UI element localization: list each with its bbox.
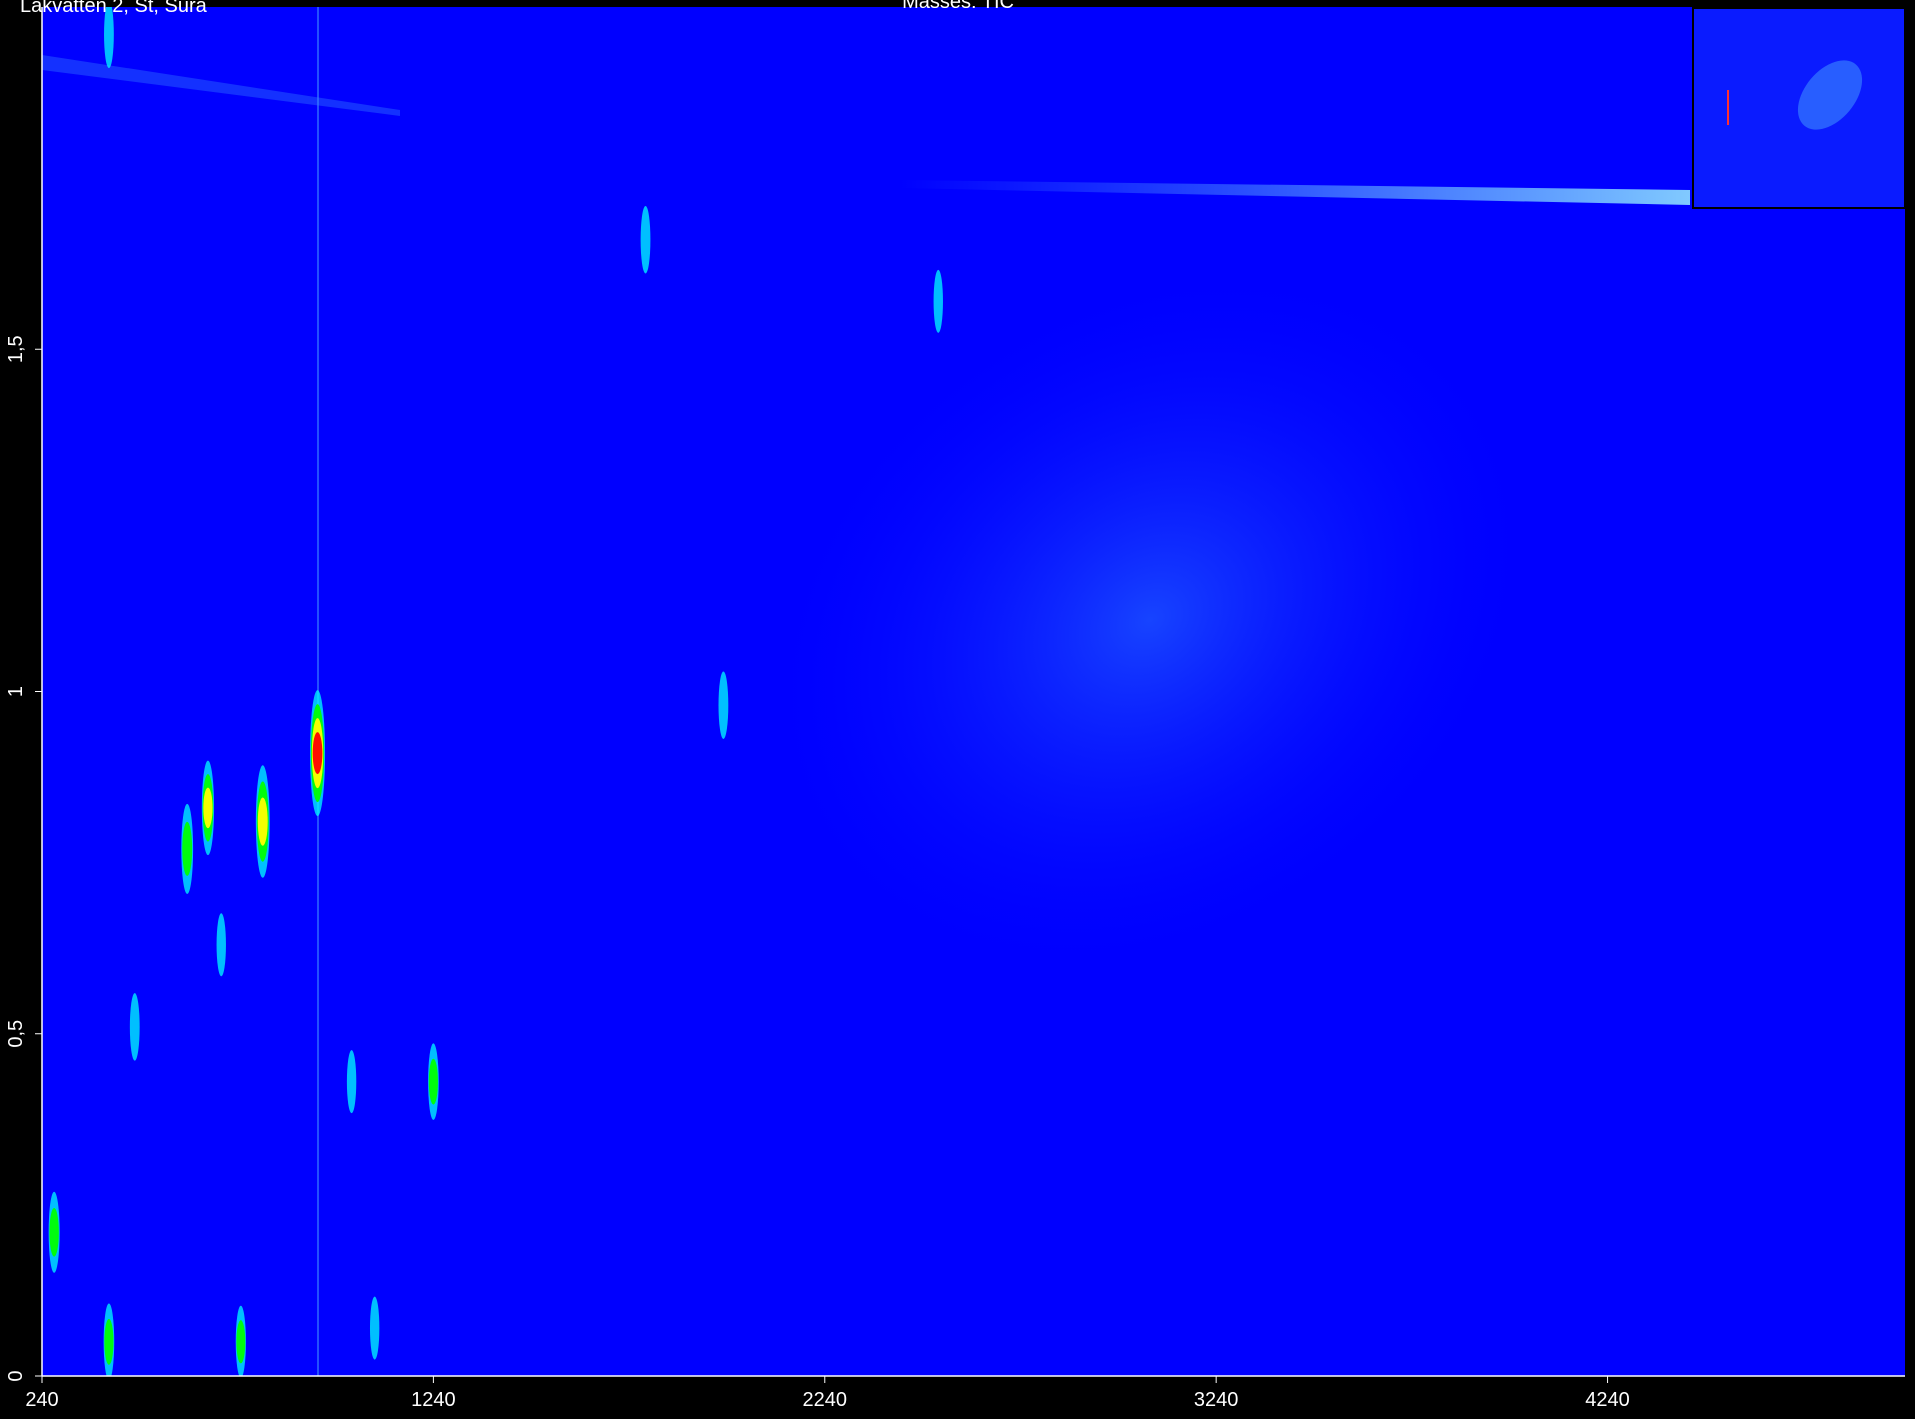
peak-contour xyxy=(182,821,193,876)
background-glow xyxy=(757,257,1543,983)
peak xyxy=(216,913,226,977)
peak-contour xyxy=(718,671,729,739)
y-tick-label: 0 xyxy=(5,1370,27,1381)
baseline-streak xyxy=(900,180,1690,205)
peak xyxy=(129,993,140,1061)
peak xyxy=(310,690,326,817)
peak xyxy=(428,1043,439,1120)
peak-contour xyxy=(216,913,226,977)
peak-contour xyxy=(933,269,943,333)
peak xyxy=(181,803,194,894)
peak xyxy=(369,1296,380,1360)
peak-contour xyxy=(257,797,268,846)
peak-contour xyxy=(49,1207,59,1257)
y-tick-label: 1 xyxy=(5,686,27,697)
peak xyxy=(103,1303,115,1376)
peak xyxy=(640,205,651,274)
y-tick-label: 1,5 xyxy=(5,335,27,363)
peak-contour xyxy=(203,787,213,829)
chart-title: Lakvatten 2, St, Sura xyxy=(20,0,208,17)
peak xyxy=(346,1050,357,1114)
peak-contour xyxy=(129,993,140,1061)
peak xyxy=(48,1191,60,1273)
peak-contour xyxy=(428,1058,438,1105)
peak-contour xyxy=(346,1050,357,1114)
x-tick-label: 1240 xyxy=(411,1389,456,1411)
chart-subtitle: Masses: TIC xyxy=(902,0,1014,13)
peak-contour xyxy=(369,1296,380,1360)
overview-glow xyxy=(1797,60,1863,130)
peak xyxy=(235,1305,246,1376)
x-tick-label: 2240 xyxy=(803,1389,848,1411)
x-tick-label: 3240 xyxy=(1194,1389,1239,1411)
x-tick-label: 4240 xyxy=(1585,1389,1630,1411)
peak xyxy=(933,269,943,333)
peak-contour xyxy=(640,205,651,274)
peak-contour xyxy=(312,732,323,775)
peak xyxy=(718,671,729,739)
baseline-streak xyxy=(42,55,400,116)
peak xyxy=(201,760,215,856)
peak xyxy=(255,765,270,878)
peaks xyxy=(48,7,943,1376)
plot-area xyxy=(42,7,1905,1376)
x-tick-label: 240 xyxy=(25,1389,58,1411)
peak xyxy=(104,7,114,69)
y-tick-label: 0,5 xyxy=(5,1020,27,1048)
peak-contour xyxy=(104,7,114,69)
peak-contour xyxy=(104,1318,114,1365)
peak-contour xyxy=(236,1320,246,1364)
